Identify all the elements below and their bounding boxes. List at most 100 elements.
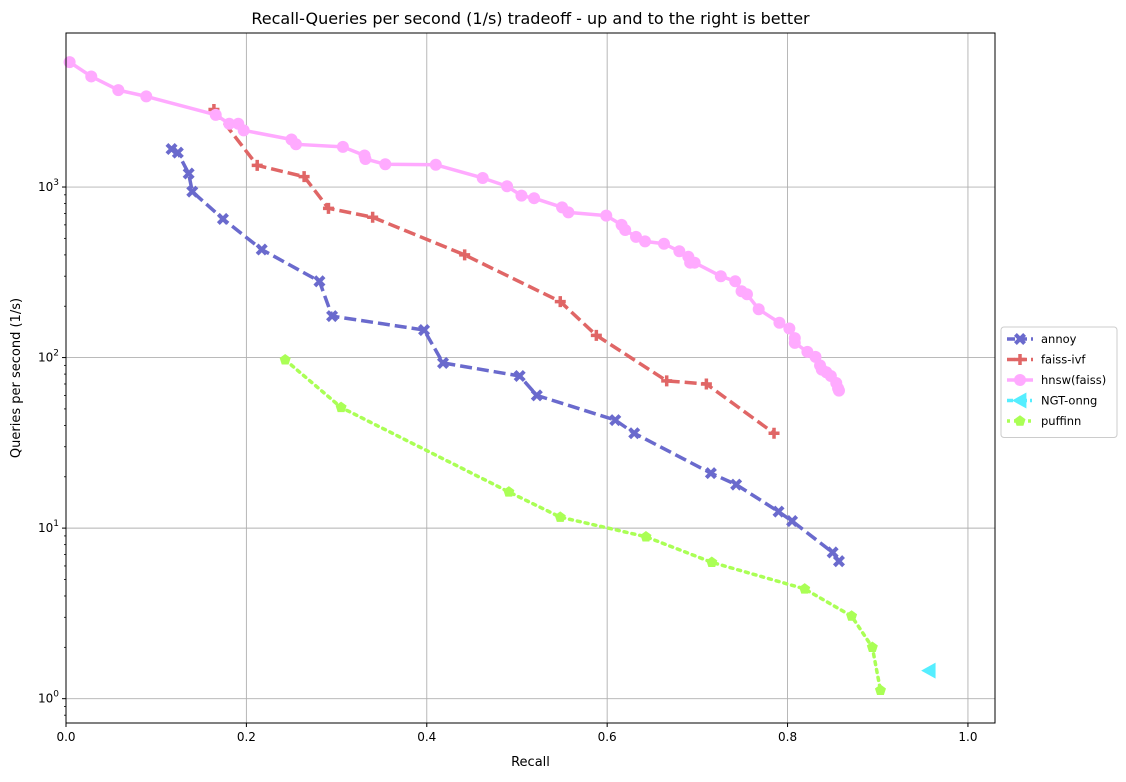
y-tick-base: 10 xyxy=(38,521,53,535)
data-point xyxy=(704,467,717,480)
data-point xyxy=(255,243,268,256)
data-point xyxy=(503,486,515,497)
y-tick-label: 102 xyxy=(38,349,59,365)
data-point xyxy=(783,322,796,335)
data-point xyxy=(768,427,780,439)
data-point xyxy=(619,223,632,236)
data-point xyxy=(640,530,652,542)
data-point xyxy=(112,84,125,97)
data-point xyxy=(562,206,575,219)
data-point xyxy=(513,369,526,382)
data-point xyxy=(590,329,602,341)
y-axis-label: Queries per second (1/s) xyxy=(9,298,24,458)
x-tick-label: 0.2 xyxy=(237,730,256,744)
data-point xyxy=(554,296,566,308)
data-point xyxy=(530,389,543,402)
data-point xyxy=(788,336,801,349)
series-hnsw-faiss- xyxy=(63,56,845,397)
x-tick-label: 0.6 xyxy=(598,730,617,744)
series-layer xyxy=(63,56,936,695)
data-point xyxy=(772,505,785,518)
data-point xyxy=(182,167,195,180)
data-point xyxy=(706,556,718,568)
series-line xyxy=(170,147,841,563)
data-point xyxy=(209,108,222,121)
data-point xyxy=(799,583,811,594)
data-point xyxy=(237,124,250,137)
data-point xyxy=(379,158,392,171)
x-tick-label: 1.0 xyxy=(958,730,977,744)
data-point xyxy=(714,270,727,283)
data-point xyxy=(336,140,349,153)
legend-label: puffinn xyxy=(1041,414,1081,428)
data-point xyxy=(673,245,686,258)
data-point xyxy=(554,511,566,522)
data-point xyxy=(85,70,98,83)
y-tick-label: 103 xyxy=(38,178,59,194)
legend-label: faiss-ivf xyxy=(1041,353,1086,367)
legend-entry: NGT-onng xyxy=(1007,392,1097,409)
data-point xyxy=(367,211,379,223)
data-point xyxy=(628,427,641,440)
data-point xyxy=(476,171,489,184)
y-tick-exponent: 2 xyxy=(53,349,59,359)
legend-marker xyxy=(1014,415,1026,426)
data-point xyxy=(223,117,236,130)
data-point xyxy=(846,610,858,621)
data-point xyxy=(515,189,528,202)
y-tick-exponent: 0 xyxy=(53,690,59,700)
data-point xyxy=(63,56,76,69)
legend-label: NGT-onng xyxy=(1041,394,1097,408)
data-point xyxy=(279,354,291,365)
y-tick-exponent: 3 xyxy=(53,178,59,188)
legend-entry: puffinn xyxy=(1007,414,1081,428)
data-point xyxy=(600,209,613,222)
data-point xyxy=(832,384,845,397)
data-point xyxy=(322,202,334,214)
data-point xyxy=(688,256,701,269)
data-point xyxy=(752,303,765,316)
y-tick-exponent: 1 xyxy=(53,519,59,529)
y-tick-base: 10 xyxy=(38,692,53,706)
data-point xyxy=(335,401,347,413)
legend-marker xyxy=(1012,392,1027,409)
data-point xyxy=(501,180,514,193)
data-point xyxy=(773,316,786,329)
series-annoy xyxy=(165,143,845,568)
data-point xyxy=(729,275,742,288)
data-point xyxy=(657,237,670,250)
series-ngt-onng xyxy=(921,662,936,679)
data-point xyxy=(216,212,229,225)
y-tick-label: 100 xyxy=(38,690,59,706)
legend-box xyxy=(1000,326,1118,438)
series-faiss-ivf xyxy=(208,103,780,439)
data-point xyxy=(140,90,153,103)
legend-marker xyxy=(1014,354,1026,365)
plot-frame xyxy=(65,32,996,724)
data-point xyxy=(298,171,310,183)
data-point xyxy=(186,185,199,198)
data-point xyxy=(866,641,878,653)
data-point xyxy=(630,230,643,243)
x-axis-label: Recall xyxy=(511,755,550,770)
data-point xyxy=(832,555,845,568)
y-tick-base: 10 xyxy=(38,351,53,365)
legend-entry: hnsw(faiss) xyxy=(1007,373,1106,387)
data-point xyxy=(418,324,431,337)
data-point xyxy=(459,249,471,261)
data-point xyxy=(730,478,743,491)
x-tick-label: 0.4 xyxy=(417,730,436,744)
data-point xyxy=(661,375,673,387)
series-line xyxy=(283,358,883,693)
data-point xyxy=(786,515,799,528)
x-tick-label: 0.8 xyxy=(778,730,797,744)
data-point xyxy=(740,288,753,301)
data-point xyxy=(874,684,886,695)
legend-entry: annoy xyxy=(1007,332,1077,346)
legend-entry: faiss-ivf xyxy=(1007,353,1086,367)
y-tick-label: 101 xyxy=(38,519,59,535)
data-point xyxy=(289,138,302,151)
